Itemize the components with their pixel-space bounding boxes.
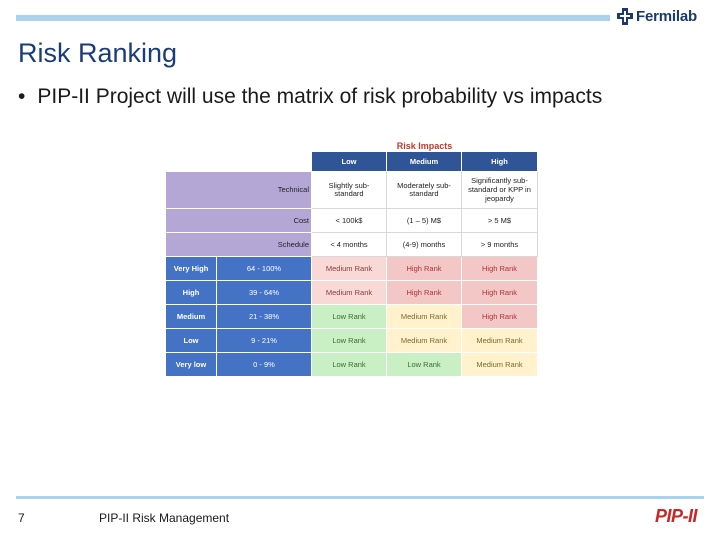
column-header-high: High bbox=[461, 151, 538, 173]
pip-ii-logo: PIP-II bbox=[655, 506, 698, 526]
fermilab-logo-text: Fermilab bbox=[636, 8, 697, 25]
probability-range: 0 - 9% bbox=[216, 352, 312, 378]
slide-title: Risk Ranking bbox=[18, 38, 178, 68]
rank-cell: Medium Rank bbox=[386, 304, 462, 330]
page-number: 7 bbox=[18, 511, 25, 525]
fermilab-logo: Fermilab bbox=[617, 8, 697, 25]
bullet-text: PIP-II Project will use the matrix of ri… bbox=[37, 85, 603, 108]
rank-cell: High Rank bbox=[386, 256, 462, 282]
bullet-item: • PIP-II Project will use the matrix of … bbox=[18, 85, 602, 109]
impact-cell: Slightly sub-standard bbox=[311, 171, 387, 210]
top-accent-bar bbox=[16, 15, 610, 21]
rank-cell: Low Rank bbox=[311, 304, 387, 330]
column-header-low: Low bbox=[311, 151, 387, 173]
impact-cell: > 9 months bbox=[461, 232, 538, 258]
impact-label-technical: Technical bbox=[165, 171, 312, 210]
impact-cell: (1 – 5) M$ bbox=[386, 208, 462, 234]
matrix-caption: Risk Impacts bbox=[311, 141, 538, 152]
footer-text: PIP-II Risk Management bbox=[99, 511, 230, 525]
impact-cell: < 100k$ bbox=[311, 208, 387, 234]
rank-cell: Low Rank bbox=[311, 352, 387, 378]
impact-cell: Moderately sub-standard bbox=[386, 171, 462, 210]
probability-label: Very low bbox=[165, 352, 217, 378]
probability-label: Very High bbox=[165, 256, 217, 282]
column-header-medium: Medium bbox=[386, 151, 462, 173]
impact-cell: Significantly sub-standard or KPP in jeo… bbox=[461, 171, 538, 210]
rank-cell: Medium Rank bbox=[461, 328, 538, 354]
probability-range: 64 - 100% bbox=[216, 256, 312, 282]
rank-cell: Medium Rank bbox=[461, 352, 538, 378]
rank-cell: High Rank bbox=[461, 256, 538, 282]
probability-range: 9 - 21% bbox=[216, 328, 312, 354]
risk-matrix: Risk Impacts Low Medium High Technical S… bbox=[165, 141, 538, 378]
rank-cell: High Rank bbox=[461, 304, 538, 330]
impact-label-schedule: Schedule bbox=[165, 232, 312, 258]
rank-cell: Medium Rank bbox=[386, 328, 462, 354]
probability-label: Low bbox=[165, 328, 217, 354]
probability-range: 39 - 64% bbox=[216, 280, 312, 306]
impact-cell: > 5 M$ bbox=[461, 208, 538, 234]
rank-cell: High Rank bbox=[386, 280, 462, 306]
risk-matrix-table: Risk Impacts Low Medium High Technical S… bbox=[165, 141, 538, 378]
impact-cell: (4-9) months bbox=[386, 232, 462, 258]
probability-label: High bbox=[165, 280, 217, 306]
impact-cell: < 4 months bbox=[311, 232, 387, 258]
probability-range: 21 - 38% bbox=[216, 304, 312, 330]
fermilab-logo-icon bbox=[617, 8, 633, 25]
impact-label-cost: Cost bbox=[165, 208, 312, 234]
rank-cell: High Rank bbox=[461, 280, 538, 306]
bullet-marker: • bbox=[18, 85, 26, 108]
bottom-accent-bar bbox=[16, 496, 704, 499]
rank-cell: Medium Rank bbox=[311, 256, 387, 282]
rank-cell: Medium Rank bbox=[311, 280, 387, 306]
probability-label: Medium bbox=[165, 304, 217, 330]
rank-cell: Low Rank bbox=[311, 328, 387, 354]
rank-cell: Low Rank bbox=[386, 352, 462, 378]
